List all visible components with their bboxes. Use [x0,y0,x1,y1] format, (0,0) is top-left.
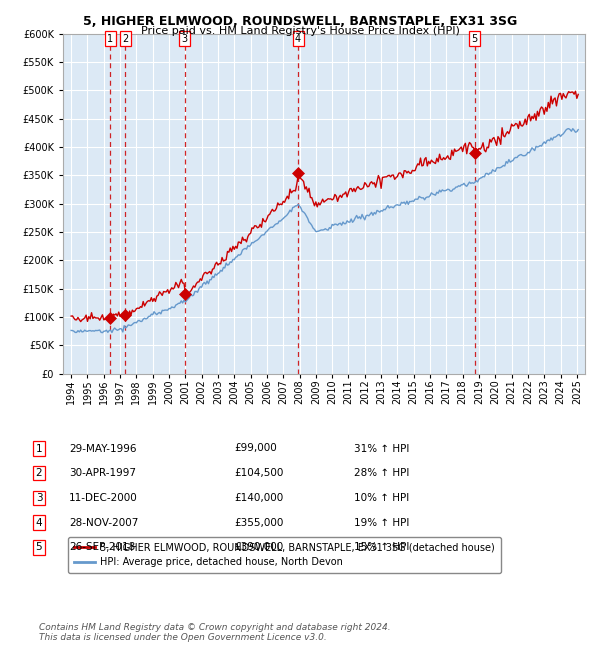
Text: £140,000: £140,000 [234,493,283,503]
Text: 29-MAY-1996: 29-MAY-1996 [69,443,137,454]
Text: This data is licensed under the Open Government Licence v3.0.: This data is licensed under the Open Gov… [39,633,327,642]
Text: 1: 1 [107,34,113,44]
Text: 2: 2 [35,468,43,478]
Text: 5: 5 [35,542,43,552]
Text: 1: 1 [35,443,43,454]
Text: Price paid vs. HM Land Registry's House Price Index (HPI): Price paid vs. HM Land Registry's House … [140,26,460,36]
Legend: 5, HIGHER ELMWOOD, ROUNDSWELL, BARNSTAPLE, EX31 3SG (detached house), HPI: Avera: 5, HIGHER ELMWOOD, ROUNDSWELL, BARNSTAPL… [68,537,500,573]
Text: 5, HIGHER ELMWOOD, ROUNDSWELL, BARNSTAPLE, EX31 3SG: 5, HIGHER ELMWOOD, ROUNDSWELL, BARNSTAPL… [83,15,517,28]
Text: £104,500: £104,500 [234,468,283,478]
Text: 5: 5 [472,34,478,44]
Text: 31% ↑ HPI: 31% ↑ HPI [354,443,409,454]
Text: Contains HM Land Registry data © Crown copyright and database right 2024.: Contains HM Land Registry data © Crown c… [39,623,391,632]
Text: 28-NOV-2007: 28-NOV-2007 [69,517,139,528]
Text: 4: 4 [35,517,43,528]
Text: 15% ↑ HPI: 15% ↑ HPI [354,542,409,552]
Text: £355,000: £355,000 [234,517,283,528]
Text: 26-SEP-2018: 26-SEP-2018 [69,542,135,552]
Text: £390,000: £390,000 [234,542,283,552]
Text: 3: 3 [181,34,188,44]
Text: 2: 2 [122,34,128,44]
Text: 19% ↑ HPI: 19% ↑ HPI [354,517,409,528]
Text: 28% ↑ HPI: 28% ↑ HPI [354,468,409,478]
Text: £99,000: £99,000 [234,443,277,454]
Text: 10% ↑ HPI: 10% ↑ HPI [354,493,409,503]
Text: 30-APR-1997: 30-APR-1997 [69,468,136,478]
Text: 11-DEC-2000: 11-DEC-2000 [69,493,138,503]
Text: 4: 4 [295,34,301,44]
Text: 3: 3 [35,493,43,503]
